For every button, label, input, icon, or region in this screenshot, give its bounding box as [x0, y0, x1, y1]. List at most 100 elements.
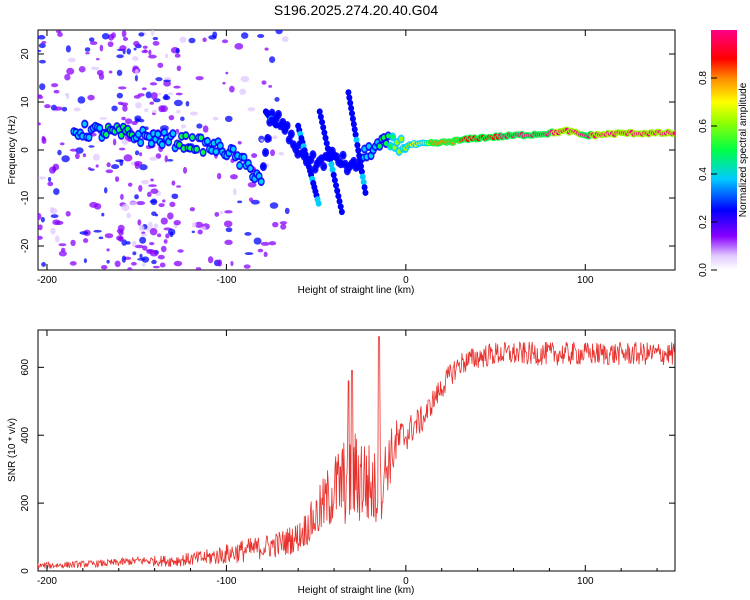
spectrogram-ridge-core: [213, 149, 219, 155]
spectrogram-noise-blob: [177, 249, 184, 253]
spectrogram-streak-blob: [350, 120, 357, 128]
spectrogram-ridge-core: [261, 164, 266, 170]
spectrogram-noise-blob: [163, 80, 171, 87]
snr-panel: -200 -100 0 100 0 200 400 600 Height of straig…: [7, 329, 676, 596]
spectrogram-noise-blob: [180, 116, 185, 122]
spectrogram-noise-blob: [174, 53, 181, 58]
spectrogram-noise-blob: [53, 106, 63, 111]
spectrogram-noise-blob: [134, 75, 138, 82]
spectrogram-noise-blob: [269, 56, 276, 64]
spectrogram-ridge-core: [377, 143, 382, 149]
spectrogram-noise-blob: [119, 159, 124, 166]
spectrogram-noise-blob: [148, 184, 157, 188]
spectrogram-noise-blob: [53, 89, 60, 94]
spectrogram-noise-blob: [260, 241, 270, 246]
spectrogram-noise-blob: [55, 220, 64, 225]
y-tick-label: 200: [20, 494, 31, 511]
spectrogram-noise-blob: [165, 233, 170, 239]
spectrogram-noise-blob: [150, 30, 155, 36]
spectrogram-noise-blob: [253, 237, 262, 245]
spectrogram-noise-blob: [240, 75, 250, 83]
spectrogram-noise-blob: [257, 33, 265, 39]
spectrogram-noise-blob: [269, 202, 279, 209]
spectrogram-ridge-core: [149, 141, 154, 147]
spectrogram-noise-blob: [122, 104, 128, 112]
spectrogram-noise-blob: [191, 230, 195, 234]
spectrogram-noise-blob: [196, 123, 203, 129]
spectrogram-streak-blob: [329, 166, 336, 173]
spectrogram-noise-blob: [121, 30, 127, 38]
spectrogram-noise-blob: [38, 59, 46, 64]
spectrogram-noise-blob: [248, 197, 254, 202]
spectrogram-streak-blob: [326, 150, 333, 158]
spectrogram-noise-blob: [176, 185, 182, 188]
colorbar-ticks: 0.0 0.2 0.4 0.6 0.8: [698, 71, 717, 277]
spectrogram-noise-blob: [221, 39, 229, 44]
spectrogram-streak-blob: [337, 203, 344, 210]
spectrogram-ridge-core: [82, 121, 87, 127]
spectrogram-noise-blob: [38, 35, 46, 40]
spectrogram-streak-blob: [331, 177, 338, 184]
spectrogram-streak-blob: [324, 145, 331, 152]
spectrogram-streak-blob: [273, 122, 280, 129]
spectrogram-noise-blob: [225, 71, 229, 75]
spectrogram-noise-blob: [158, 203, 165, 208]
spectrogram-noise-blob: [160, 105, 168, 113]
spectrogram-noise-blob: [89, 41, 98, 46]
spectrogram-noise-blob: [173, 260, 183, 267]
spectrogram-noise-blob: [141, 263, 146, 267]
spectrogram-noise-blob: [159, 262, 166, 268]
spectrogram-streak-blob: [360, 178, 367, 186]
spectrogram-noise-blob: [168, 92, 174, 96]
spectrogram-noise-blob: [229, 174, 238, 180]
spectrogram-noise-blob: [247, 182, 257, 188]
spectrogram-noise-blob: [134, 244, 144, 249]
spectrogram-streak-blob: [353, 136, 360, 144]
spectrogram-noise-blob: [119, 45, 127, 51]
spectrogram-noise-blob: [126, 267, 133, 270]
spectrogram-noise-blob: [143, 49, 148, 52]
spectrogram-ridge-core: [138, 140, 143, 146]
spectrogram-noise-blob: [38, 95, 44, 100]
spectrogram-ridge-core: [170, 131, 176, 137]
spectrogram-noise-blob: [41, 136, 47, 144]
spectrogram-noise-blob: [38, 122, 41, 126]
spectrogram-noise-blob: [53, 188, 60, 195]
spectrogram-noise-blob: [65, 211, 71, 217]
spectrogram-ridge-core: [218, 143, 223, 149]
spectrogram-noise-blob: [78, 65, 86, 73]
spectrogram-noise-blob: [120, 193, 124, 200]
spectrogram-noise-blob: [175, 92, 183, 96]
spectrogram-noise-blob: [216, 172, 222, 180]
y-tick-label: 600: [20, 359, 31, 376]
spectrogram-noise-blob: [163, 239, 168, 244]
spectrogram-noise-blob: [142, 245, 148, 251]
colorbar: 0.0 0.2 0.4 0.6 0.8 Normalized spectral ampl…: [698, 30, 749, 277]
spectrogram-noise-blob: [137, 257, 146, 261]
x-tick-label: 0: [403, 275, 409, 286]
spectrogram-ridge-core: [351, 158, 357, 164]
spectrogram-ridge-core: [136, 131, 141, 137]
spectrogram-noise-blob: [212, 116, 219, 121]
x-tick-label: 0: [403, 576, 409, 587]
spectrogram-noise-blob: [116, 69, 123, 76]
spectrogram-noise-blob: [150, 92, 158, 100]
spectrogram-noise-blob: [244, 232, 252, 236]
colorbar-tick-label: 0.8: [698, 71, 709, 85]
spectrogram-noise-blob: [229, 85, 235, 93]
spectrogram-noise-blob: [83, 258, 87, 264]
spectrogram-noise-blob: [38, 176, 47, 180]
spectrogram-noise-blob: [237, 140, 242, 145]
spectrogram-streak-blob: [327, 155, 334, 163]
spectrogram-ridge-core: [119, 132, 124, 138]
spectrogram-noise-blob: [105, 169, 114, 174]
spectrogram-noise-blob: [149, 101, 155, 105]
spectrogram-noise-blob: [264, 47, 269, 51]
snr-y-ticks: 0 200 400 600: [20, 359, 675, 574]
spectrogram-noise-blob: [138, 118, 145, 123]
snr-x-ticks: -200 -100 0 100: [37, 330, 658, 587]
spectrogram-noise-blob: [61, 155, 70, 163]
spectrogram-noise-blob: [142, 45, 148, 49]
spectrogram-noise-blob: [149, 82, 158, 86]
spectrogram-noise-blob: [64, 93, 68, 96]
